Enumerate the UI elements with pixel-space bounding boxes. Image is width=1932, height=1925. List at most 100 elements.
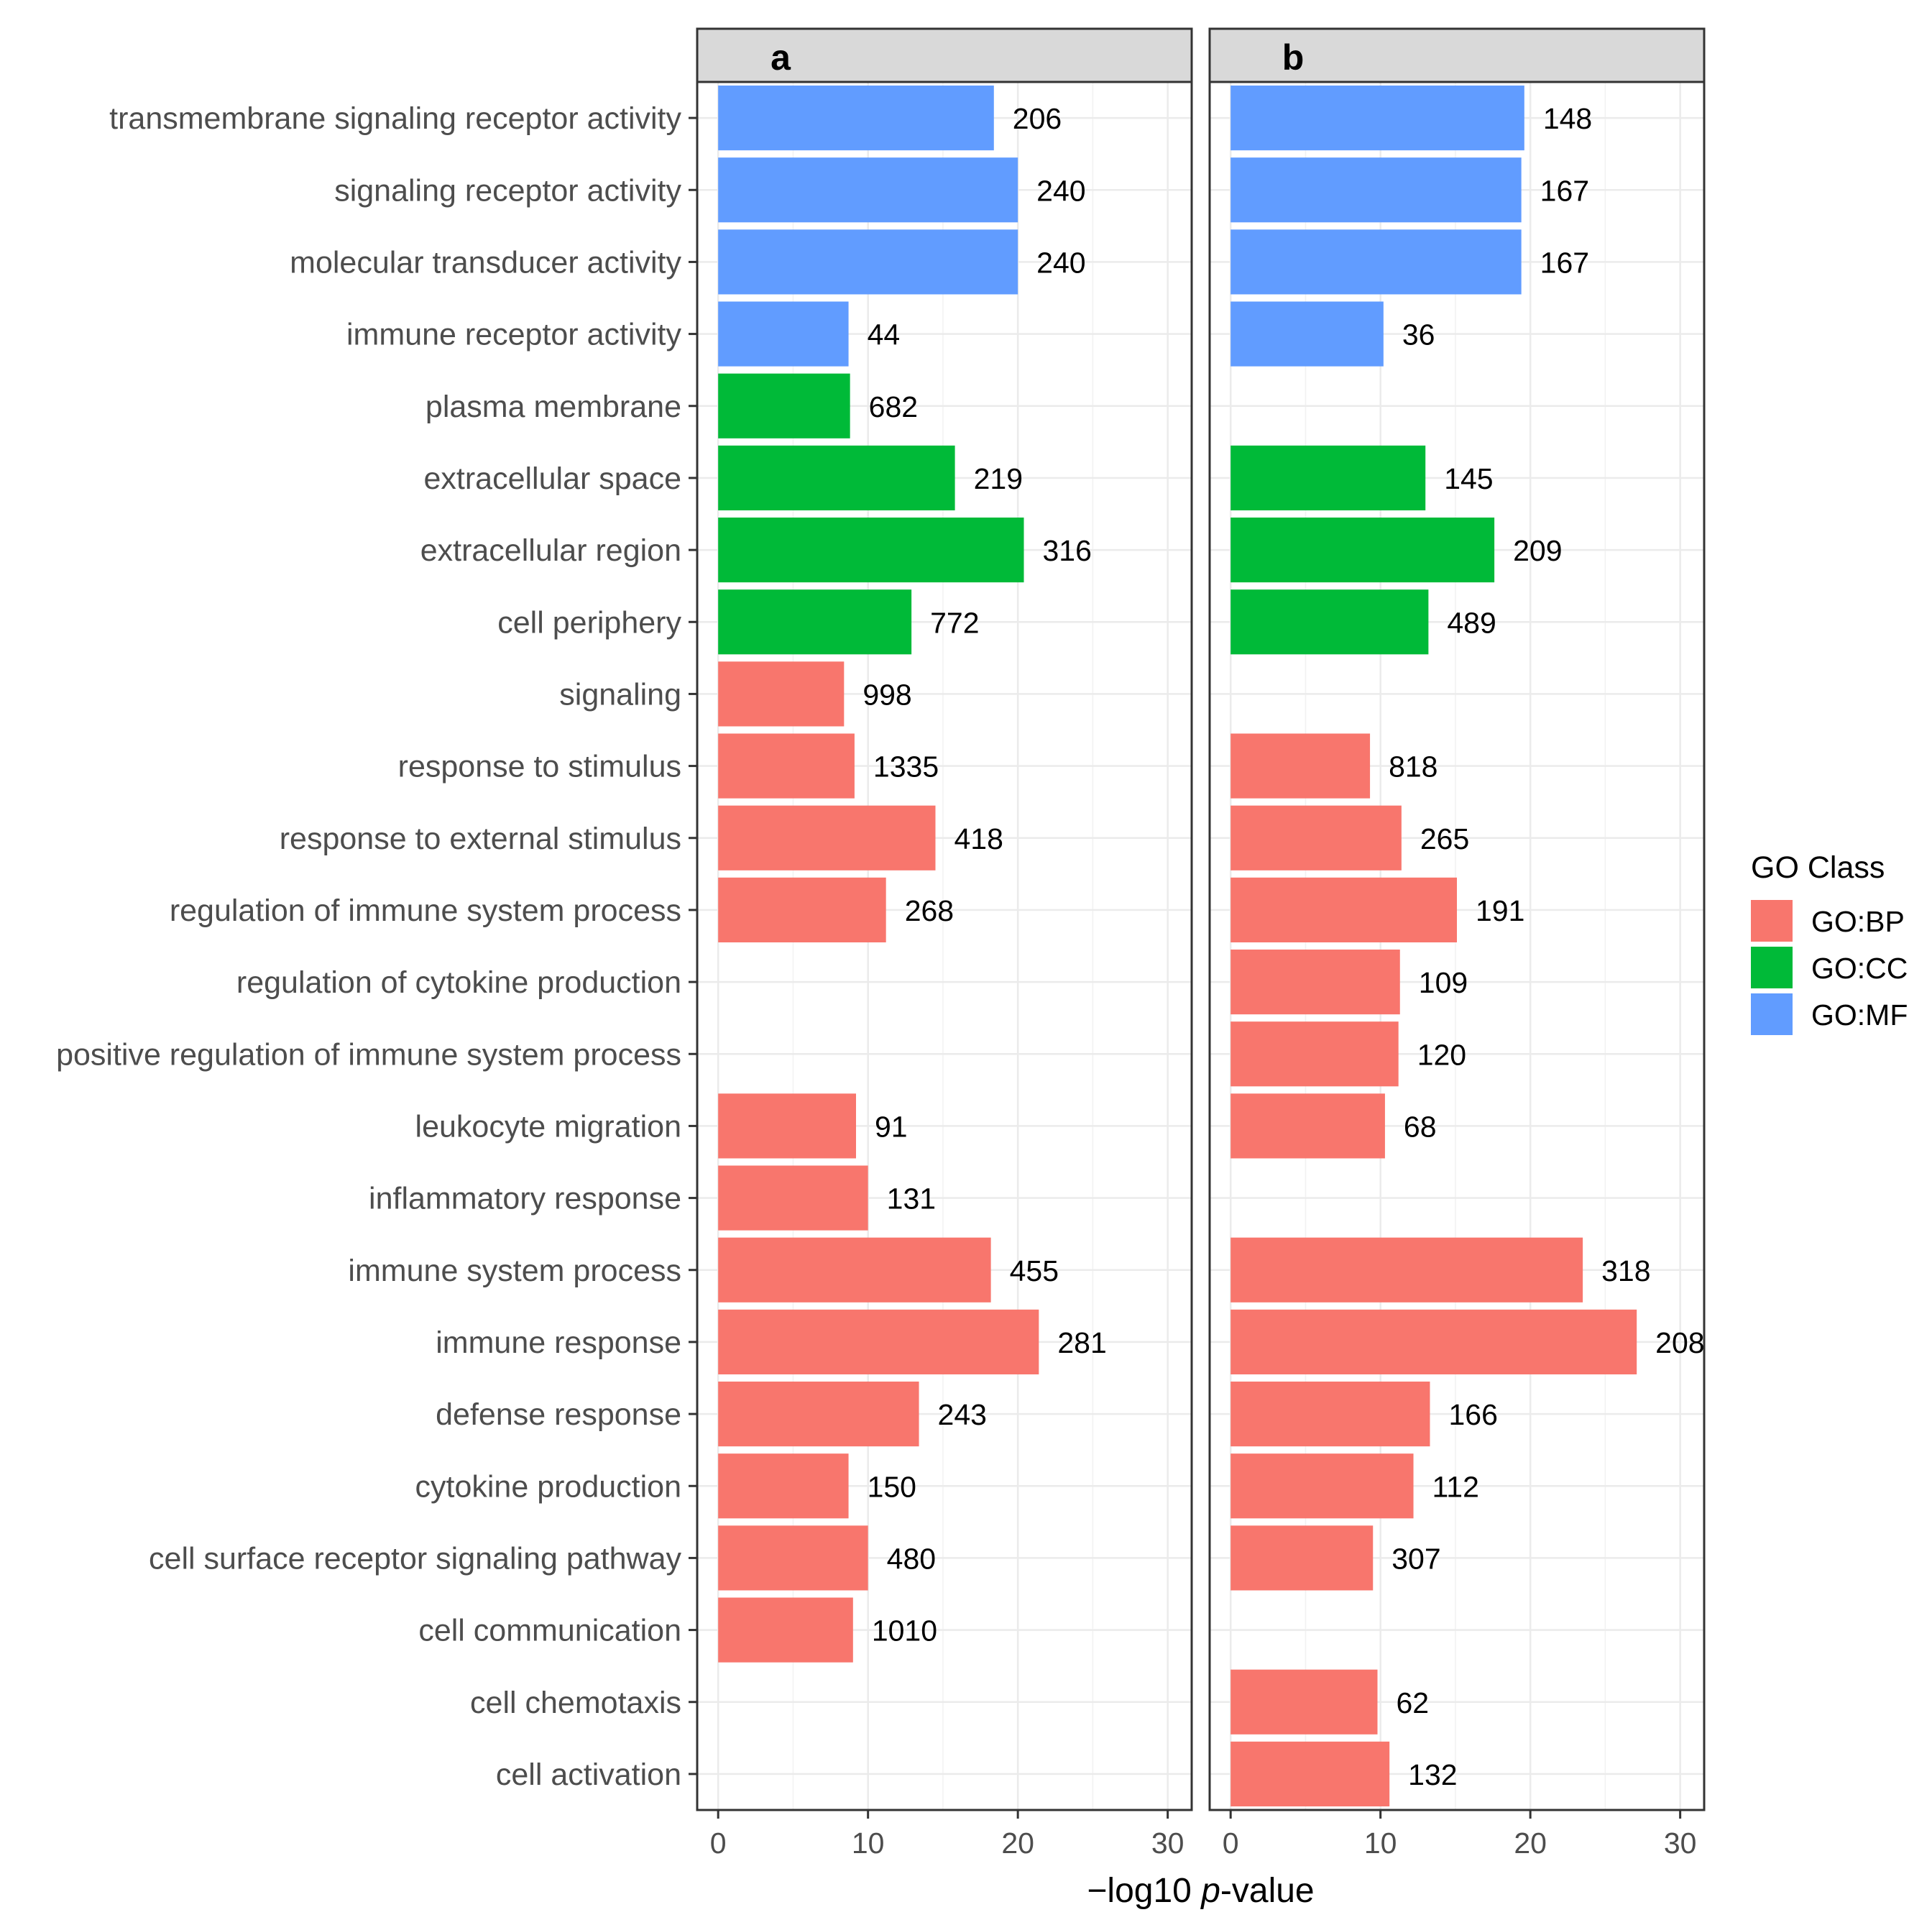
bar-count-label: 91: [875, 1110, 908, 1143]
category-label: signaling: [559, 677, 681, 712]
bar: [718, 157, 1018, 223]
x-tick-label: 10: [852, 1827, 885, 1860]
facet-strip-label: b: [1282, 37, 1305, 78]
bar-count-label: 1010: [872, 1614, 937, 1648]
bar-count-label: 240: [1036, 174, 1085, 207]
x-axis-title-suffix: -value: [1220, 1872, 1315, 1910]
bar-count-label: 418: [954, 822, 1003, 855]
bar: [718, 301, 849, 367]
category-label: response to external stimulus: [280, 822, 681, 856]
bar: [718, 1453, 849, 1519]
bar-count-label: 489: [1447, 606, 1496, 639]
bar: [1230, 1309, 1637, 1374]
legend-key: [1751, 993, 1793, 1035]
x-axis-title-italic: p: [1200, 1872, 1220, 1910]
bar: [1230, 1453, 1414, 1519]
bar-count-label: 150: [868, 1470, 916, 1503]
bar: [1230, 301, 1384, 367]
bar-count-label: 998: [862, 678, 911, 711]
x-tick-label: 0: [1223, 1827, 1239, 1860]
x-axis-title: −log10 p-value: [1087, 1872, 1314, 1910]
bar-count-label: 307: [1392, 1542, 1440, 1575]
bar-count-label: 120: [1417, 1038, 1466, 1071]
category-label: cell periphery: [497, 605, 681, 640]
bar: [1230, 157, 1522, 223]
bar: [1230, 950, 1400, 1015]
panel-background: [697, 82, 1192, 1810]
bar-count-label: 132: [1408, 1758, 1457, 1791]
bar: [718, 733, 855, 799]
category-label: cytokine production: [415, 1469, 682, 1504]
bar: [718, 1165, 868, 1231]
bar-count-label: 682: [869, 390, 918, 423]
bar-count-label: 145: [1444, 462, 1493, 495]
bar-count-label: 480: [887, 1542, 936, 1575]
category-label: positive regulation of immune system pro…: [56, 1037, 681, 1072]
category-label: cell chemotaxis: [470, 1686, 681, 1720]
bar-count-label: 268: [905, 894, 954, 927]
bar: [718, 589, 912, 655]
bar-count-label: 455: [1010, 1254, 1059, 1287]
bar-count-label: 36: [1402, 318, 1435, 352]
bar: [1230, 1237, 1583, 1303]
bar: [1230, 518, 1495, 583]
category-label: cell communication: [418, 1614, 681, 1648]
legend-title: GO Class: [1751, 850, 1885, 885]
bar-count-label: 68: [1404, 1110, 1437, 1143]
bar: [1230, 445, 1426, 510]
facet-strip: [696, 27, 1193, 83]
bar-count-label: 281: [1057, 1326, 1106, 1359]
bar: [718, 1309, 1039, 1374]
category-label: cell activation: [496, 1758, 681, 1792]
bar-count-label: 318: [1601, 1254, 1650, 1287]
bar-count-label: 818: [1389, 750, 1438, 784]
bar: [718, 1093, 856, 1159]
category-label: signaling receptor activity: [334, 173, 681, 208]
bar: [1230, 1525, 1374, 1591]
x-tick-label: 10: [1364, 1827, 1397, 1860]
bar: [1230, 733, 1371, 799]
bar: [718, 445, 955, 510]
legend-label: GO:MF: [1811, 998, 1908, 1032]
category-label: plasma membrane: [426, 390, 681, 424]
bar-count-label: 208: [1655, 1326, 1704, 1359]
bar-count-label: 166: [1448, 1398, 1497, 1431]
legend-label: GO:BP: [1811, 905, 1905, 938]
bar: [1230, 1741, 1390, 1806]
bar-count-label: 240: [1036, 246, 1085, 279]
category-label: response to stimulus: [398, 750, 681, 784]
bar-count-label: 265: [1420, 822, 1469, 855]
bar: [718, 805, 936, 870]
legend-label: GO:CC: [1811, 952, 1908, 985]
bar-count-label: 243: [938, 1398, 987, 1431]
bar-count-label: 167: [1540, 174, 1589, 207]
category-label: molecular transducer activity: [290, 245, 681, 280]
category-label: immune system process: [348, 1254, 681, 1288]
bar-count-label: 316: [1042, 534, 1091, 567]
x-tick-label: 30: [1151, 1827, 1184, 1860]
x-tick-label: 0: [710, 1827, 727, 1860]
x-axis-title-prefix: −log10: [1087, 1872, 1201, 1910]
bar: [1230, 229, 1522, 295]
bar-count-label: 219: [974, 462, 1023, 495]
category-label: regulation of cytokine production: [236, 965, 681, 1000]
bar: [718, 1597, 853, 1663]
bar-count-label: 167: [1540, 246, 1589, 279]
bar: [1230, 1382, 1430, 1447]
category-label: inflammatory response: [369, 1182, 681, 1216]
bar: [718, 661, 845, 727]
bar: [1230, 1093, 1385, 1159]
category-label: transmembrane signaling receptor activit…: [109, 101, 681, 136]
x-tick-label: 20: [1001, 1827, 1034, 1860]
bar: [1230, 877, 1457, 942]
category-label: cell surface receptor signaling pathway: [149, 1541, 681, 1576]
bar: [1230, 589, 1429, 655]
bar: [718, 229, 1018, 295]
bar-count-label: 148: [1543, 102, 1592, 135]
facet-strip-label: a: [770, 37, 791, 78]
legend-key: [1751, 947, 1793, 988]
category-label: extracellular space: [423, 461, 681, 496]
bar: [1230, 86, 1524, 151]
category-label: extracellular region: [420, 533, 681, 568]
